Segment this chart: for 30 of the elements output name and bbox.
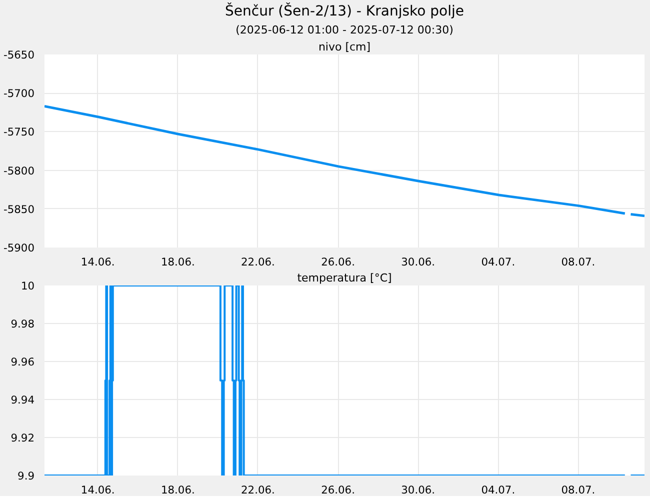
y-tick-label: 9.94 <box>10 394 35 406</box>
y-tick-label: 9.92 <box>10 432 35 444</box>
x-tick-label: 08.07. <box>561 484 596 496</box>
y-tick-label: -5900 <box>4 242 35 254</box>
x-tick-label: 18.06. <box>160 484 195 496</box>
x-tick-label: 14.06. <box>80 484 115 496</box>
x-tick-label: 30.06. <box>401 256 436 268</box>
y-axis-title: temperatura [°C] <box>297 272 392 284</box>
y-tick-label: 9.98 <box>10 318 35 330</box>
chart-title: Šenčur (Šen-2/13) - Kranjsko polje <box>225 2 464 20</box>
y-tick-label: 10 <box>20 280 35 292</box>
y-tick-label: -5850 <box>4 202 35 216</box>
x-tick-label: 04.07. <box>481 484 516 496</box>
x-tick-label: 26.06. <box>321 484 355 496</box>
y-tick-label: -5650 <box>4 48 35 62</box>
x-tick-label: 22.06. <box>241 256 275 268</box>
x-tick-label: 14.06. <box>80 256 115 268</box>
x-tick-label: 04.07. <box>481 256 516 268</box>
x-tick-label: 22.06. <box>241 484 275 496</box>
y-tick-label: 9.9 <box>18 470 35 482</box>
chart-subtitle: (2025-06-12 01:00 - 2025-07-12 00:30) <box>236 24 454 36</box>
x-tick-label: 08.07. <box>561 256 596 268</box>
x-tick-label: 26.06. <box>321 256 355 268</box>
y-axis-title: nivo [cm] <box>318 40 371 54</box>
y-tick-label: 9.96 <box>10 356 35 368</box>
x-tick-label: 18.06. <box>160 256 195 268</box>
y-tick-label: -5800 <box>4 164 35 178</box>
y-tick-label: -5750 <box>4 126 35 139</box>
x-tick-label: 30.06. <box>401 484 436 496</box>
y-tick-label: -5700 <box>4 87 35 100</box>
